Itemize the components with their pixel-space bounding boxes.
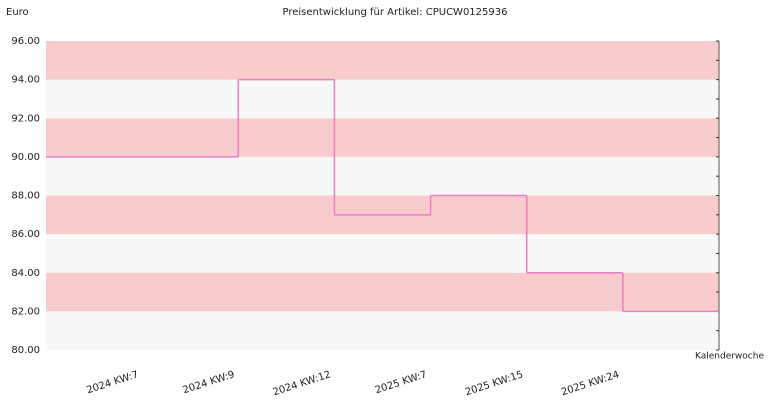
y-tick-label: 96.00: [11, 36, 40, 47]
x-tick-label: 2025 KW:24: [560, 369, 621, 398]
y-tick-label: 82.00: [11, 306, 40, 317]
background-band: [46, 234, 719, 273]
y-tick-label: 92.00: [11, 113, 40, 124]
chart-title: Preisentwicklung für Artikel: CPUCW01259…: [283, 7, 508, 18]
x-tick-label: 2024 KW:12: [272, 369, 333, 398]
y-tick-label: 80.00: [11, 345, 40, 356]
x-tick-label: 2024 KW:9: [182, 369, 237, 396]
x-tick-label: 2024 KW:7: [85, 369, 140, 396]
y-axis-label: Euro: [6, 7, 29, 18]
y-tick-label: 86.00: [11, 229, 40, 240]
background-band: [46, 272, 719, 312]
background-band: [46, 311, 719, 350]
background-band: [46, 79, 719, 119]
background-band: [46, 156, 719, 196]
y-tick-label: 84.00: [11, 268, 40, 279]
background-band: [46, 41, 719, 80]
background-band: [46, 118, 719, 157]
x-tick-label: 2025 KW:15: [464, 369, 525, 398]
y-tick-label: 90.00: [11, 152, 40, 163]
x-axis-label: Kalenderwoche: [695, 352, 764, 362]
y-tick-label: 88.00: [11, 191, 40, 202]
y-tick-label: 94.00: [11, 75, 40, 86]
x-tick-label: 2025 KW:7: [374, 369, 429, 396]
